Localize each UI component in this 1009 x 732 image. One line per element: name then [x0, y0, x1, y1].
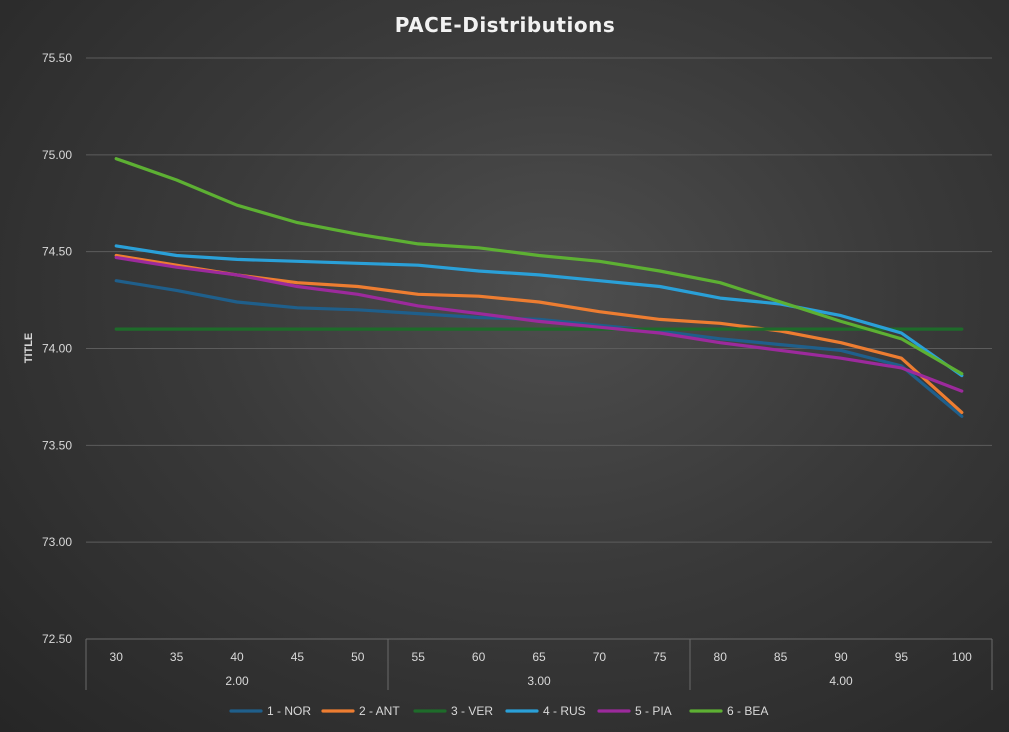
series-line	[114, 255, 964, 393]
x-axis: 30 35 40 45 50 55 60 65 70 75 80 85 90 95 100 2.00 3.00 4…	[85, 639, 993, 690]
series-line	[114, 253, 964, 414]
x-tick-label: 70	[593, 650, 607, 664]
x-tick-label: 50	[351, 650, 365, 664]
series-line	[114, 244, 964, 378]
legend-label: 2 - ANT	[359, 704, 400, 718]
x-tick-label: 45	[291, 650, 305, 664]
gridlines	[86, 57, 992, 640]
x-tick-label: 30	[110, 650, 124, 664]
x-tick-label: 60	[472, 650, 486, 664]
x-tick-label: 100	[952, 650, 972, 664]
y-tick-label: 75.50	[42, 51, 72, 65]
x-tick-label: 65	[532, 650, 546, 664]
y-axis-title: TITLE	[23, 333, 35, 364]
x-tick-label: 90	[834, 650, 848, 664]
legend-label: 5 - PIA	[635, 704, 672, 718]
legend-label: 1 - NOR	[267, 704, 311, 718]
y-tick-label: 75.00	[42, 148, 72, 162]
series-line	[114, 157, 964, 376]
series-line	[114, 279, 964, 418]
y-tick-label: 73.50	[42, 438, 72, 452]
series-lines	[114, 157, 964, 418]
y-tick-label: 73.00	[42, 535, 72, 549]
legend-label: 3 - VER	[451, 704, 493, 718]
legend-label: 4 - RUS	[543, 704, 586, 718]
y-tick-label: 74.50	[42, 245, 72, 259]
x-tick-label: 55	[412, 650, 426, 664]
y-axis-ticks: 72.50 73.00 73.50 74.00 74.50 75.00 75.50	[42, 51, 72, 646]
x-group-label: 3.00	[527, 674, 551, 688]
x-group-label: 4.00	[829, 674, 853, 688]
x-tick-label: 35	[170, 650, 184, 664]
x-group-label: 2.00	[225, 674, 249, 688]
y-tick-label: 74.00	[42, 342, 72, 356]
x-tick-label: 40	[230, 650, 244, 664]
x-tick-label: 95	[895, 650, 909, 664]
x-tick-label: 85	[774, 650, 788, 664]
x-tick-label: 75	[653, 650, 667, 664]
x-tick-label: 80	[714, 650, 728, 664]
legend: 1 - NOR 2 - ANT 3 - VER 4 - RUS 5 - PIA 6 - B…	[229, 704, 768, 718]
legend-label: 6 - BEA	[727, 704, 768, 718]
chart-title: PACE-Distributions	[395, 13, 615, 37]
y-tick-label: 72.50	[42, 632, 72, 646]
